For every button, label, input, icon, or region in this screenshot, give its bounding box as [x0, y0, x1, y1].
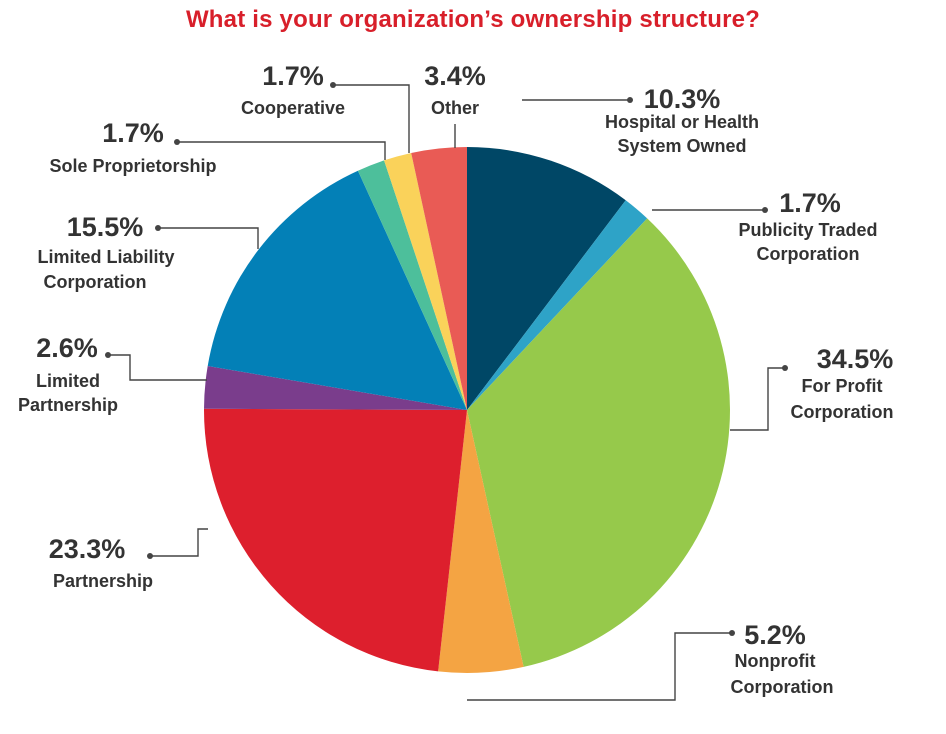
slice-label-limited-partnership-line-2: Partnership: [18, 395, 118, 415]
slice-percent-publicity-traded-corporation: 1.7%: [779, 188, 841, 218]
pie-slice-sole-proprietorship: [357, 160, 467, 410]
chart-title: What is your organization’s ownership st…: [185, 6, 761, 33]
leader-dot-hospital-or-health-system-owned: [627, 97, 633, 103]
leader-line-limited-partnership: [108, 354, 207, 381]
slice-label-limited-liability-corporation-line-1: Limited Liability: [37, 247, 174, 267]
slice-label-other-line-1: Other: [431, 98, 479, 118]
leader-dot-publicity-traded-corporation: [762, 207, 768, 213]
slice-percent-cooperative: 1.7%: [262, 61, 324, 91]
leader-lines: [105, 82, 788, 701]
leader-line-limited-liability-corporation: [158, 227, 259, 249]
leader-dot-nonprofit-corporation: [729, 630, 735, 636]
leader-dot-limited-partnership: [105, 352, 111, 358]
slice-percent-other: 3.4%: [424, 61, 486, 91]
slice-label-publicity-traded-corporation-line-1: Publicity Traded: [738, 220, 877, 240]
leader-line-for-profit-corporation: [730, 367, 785, 431]
pie-slice-for-profit-corporation: [467, 218, 730, 667]
slice-percent-partnership: 23.3%: [49, 534, 126, 564]
pie-slice-publicity-traded-corporation: [467, 200, 648, 410]
leader-line-partnership: [150, 528, 208, 557]
slice-label-cooperative-line-1: Cooperative: [241, 98, 345, 118]
slice-label-hospital-or-health-system-owned-line-1: Hospital or Health: [605, 112, 759, 132]
pie-slice-cooperative: [384, 152, 467, 411]
pie-slice-hospital-or-health-system-owned: [467, 147, 626, 410]
slice-label-for-profit-corporation-line-2: Corporation: [791, 402, 894, 422]
pie-slice-nonprofit-corporation: [438, 410, 524, 674]
leader-dot-sole-proprietorship: [174, 139, 180, 145]
slice-label-publicity-traded-corporation-line-2: Corporation: [757, 244, 860, 264]
leader-dot-cooperative: [330, 82, 336, 88]
leader-line-cooperative: [333, 84, 410, 153]
slice-percent-limited-partnership: 2.6%: [36, 333, 98, 363]
slice-label-sole-proprietorship-line-1: Sole Proprietorship: [49, 156, 216, 176]
slice-label-limited-partnership-line-1: Limited: [36, 371, 100, 391]
leader-dot-for-profit-corporation: [782, 365, 788, 371]
leader-line-nonprofit-corporation: [467, 632, 732, 701]
slice-percent-sole-proprietorship: 1.7%: [102, 118, 164, 148]
leader-line-sole-proprietorship: [177, 141, 386, 160]
leader-dot-partnership: [147, 553, 153, 559]
slice-percent-for-profit-corporation: 34.5%: [817, 344, 894, 374]
slice-label-nonprofit-corporation-line-2: Corporation: [731, 677, 834, 697]
slice-percent-limited-liability-corporation: 15.5%: [67, 212, 144, 242]
slice-percent-hospital-or-health-system-owned: 10.3%: [644, 84, 721, 114]
leader-dot-limited-liability-corporation: [155, 225, 161, 231]
slice-label-limited-liability-corporation-line-2: Corporation: [44, 272, 147, 292]
pie-slice-other: [411, 147, 467, 410]
pie-slices: [203, 147, 730, 674]
slice-label-partnership-line-1: Partnership: [53, 571, 153, 591]
slice-label-hospital-or-health-system-owned-line-2: System Owned: [617, 136, 746, 156]
pie-slice-partnership: [203, 408, 467, 672]
pie-slice-limited-liability-corporation: [207, 170, 467, 410]
slice-percent-nonprofit-corporation: 5.2%: [744, 620, 806, 650]
slice-label-for-profit-corporation-line-1: For Profit: [802, 376, 883, 396]
pie-slice-limited-partnership: [204, 365, 467, 410]
slice-label-nonprofit-corporation-line-1: Nonprofit: [735, 651, 816, 671]
